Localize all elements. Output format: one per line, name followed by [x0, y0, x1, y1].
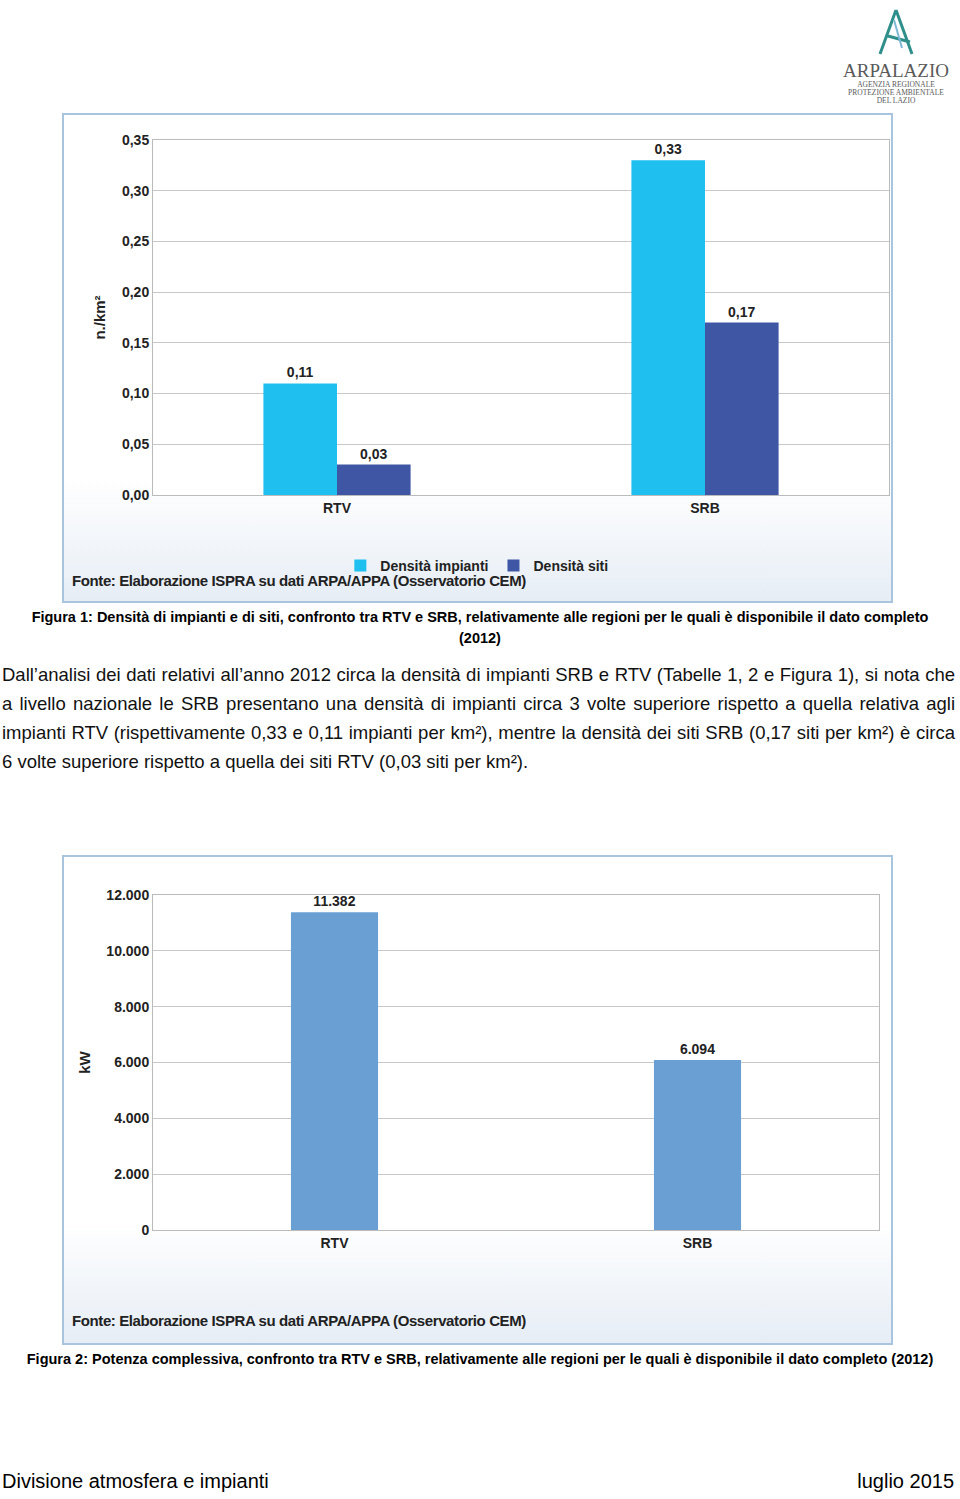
svg-text:0,00: 0,00 — [122, 487, 149, 503]
svg-text:0,17: 0,17 — [728, 304, 755, 320]
svg-text:6.094: 6.094 — [680, 1041, 715, 1057]
svg-text:0,05: 0,05 — [122, 436, 149, 452]
html-text:Figura 1: Densità di impianti: Figura 1: Densità di impianti e di siti,… — [31, 609, 929, 646]
svg-text:0,33: 0,33 — [654, 141, 681, 157]
svg-text:8.000: 8.000 — [114, 999, 149, 1015]
html-text:Figura 2: Potenza complessiva,: Figura 2: Potenza complessiva, confronto… — [26, 1351, 934, 1367]
html-text:Fonte: Elaborazione ISPRA su d: Fonte: Elaborazione ISPRA su dati ARPA/A… — [72, 1312, 526, 1329]
svg-text:12.000: 12.000 — [106, 887, 149, 903]
html-text:Fonte: Elaborazione ISPRA su d: Fonte: Elaborazione ISPRA su dati ARPA/A… — [72, 572, 526, 589]
svg-text:Densità impianti: Densità impianti — [380, 558, 488, 574]
svg-text:0,25: 0,25 — [122, 233, 149, 249]
html-text:Divisione atmosfera e impianti: Divisione atmosfera e impianti — [2, 1470, 269, 1492]
svg-text:0,20: 0,20 — [122, 284, 149, 300]
svg-text:AGENZIA REGIONALE: AGENZIA REGIONALE — [857, 80, 935, 89]
svg-text:SRB: SRB — [690, 500, 720, 516]
svg-text:SRB: SRB — [683, 1235, 713, 1251]
svg-text:kW: kW — [76, 1050, 93, 1073]
svg-text:10.000: 10.000 — [106, 943, 149, 959]
svg-text:0,35: 0,35 — [122, 132, 149, 148]
svg-text:RTV: RTV — [323, 500, 352, 516]
svg-text:n./km²: n./km² — [91, 295, 108, 339]
svg-text:DEL LAZIO: DEL LAZIO — [877, 96, 916, 105]
html-text:luglio 2015: luglio 2015 — [857, 1470, 954, 1492]
html-text:Dall’analisi dei dati relativi: Dall’analisi dei dati relativi all’anno … — [2, 664, 955, 772]
svg-text:PROTEZIONE AMBIENTALE: PROTEZIONE AMBIENTALE — [848, 88, 944, 97]
svg-text:0,30: 0,30 — [122, 183, 149, 199]
svg-text:0,03: 0,03 — [360, 446, 387, 462]
svg-text:4.000: 4.000 — [114, 1110, 149, 1126]
svg-text:0,15: 0,15 — [122, 335, 149, 351]
svg-text:6.000: 6.000 — [114, 1054, 149, 1070]
svg-text:11.382: 11.382 — [313, 893, 355, 909]
svg-text:0: 0 — [141, 1222, 149, 1238]
svg-text:Densità siti: Densità siti — [533, 558, 608, 574]
svg-text:RTV: RTV — [321, 1235, 350, 1251]
svg-text:0,11: 0,11 — [287, 364, 314, 380]
svg-text:ARPALAZIO: ARPALAZIO — [843, 60, 949, 81]
svg-text:2.000: 2.000 — [114, 1166, 149, 1182]
svg-text:0,10: 0,10 — [122, 385, 149, 401]
